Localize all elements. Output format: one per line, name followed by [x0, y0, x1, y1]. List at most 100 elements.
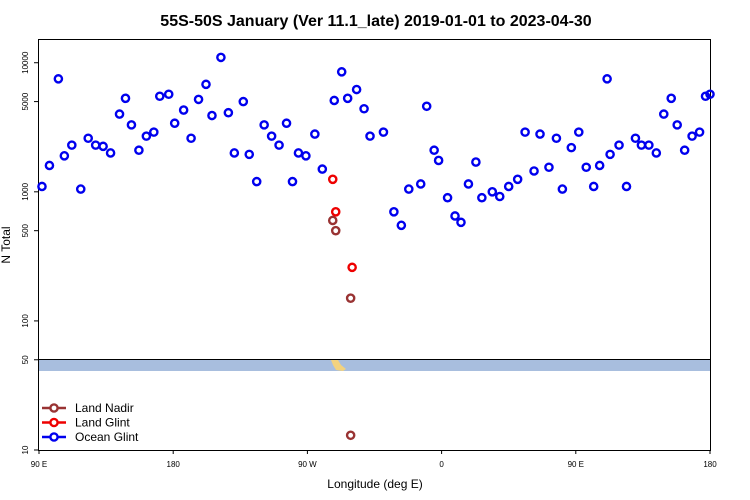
data-point — [415, 179, 426, 189]
y-tick-label: 50 — [21, 355, 30, 364]
data-point — [494, 191, 505, 202]
data-point — [105, 148, 116, 158]
data-point — [114, 109, 125, 119]
data-point — [365, 131, 375, 141]
data-point — [329, 95, 340, 106]
data-point — [327, 174, 338, 185]
data-point — [75, 184, 86, 194]
data-point — [512, 174, 523, 185]
data-point — [301, 151, 311, 161]
data-point — [694, 127, 705, 137]
data-point — [169, 118, 180, 129]
data-point — [98, 141, 108, 152]
data-point — [421, 101, 432, 112]
data-point — [342, 93, 353, 104]
y-tick-label: 500 — [21, 223, 30, 237]
data-point — [44, 160, 55, 171]
data-point — [666, 93, 677, 104]
data-point — [281, 118, 292, 129]
data-point — [327, 215, 338, 226]
x-tick-label: 90 E — [31, 460, 47, 469]
data-point — [193, 94, 204, 105]
data-point — [293, 148, 304, 158]
data-point — [651, 148, 662, 158]
data-point — [396, 220, 407, 231]
data-point — [141, 131, 152, 141]
data-point — [544, 162, 554, 173]
data-point — [330, 207, 341, 217]
data-point — [336, 67, 347, 77]
x-axis-label: Longitude (deg E) — [327, 477, 422, 491]
data-point — [310, 129, 320, 139]
data-point — [687, 131, 697, 141]
legend-label: Ocean Glint — [75, 430, 139, 444]
data-point — [551, 133, 562, 144]
data-point — [630, 133, 641, 144]
x-tick-label: 90 W — [298, 460, 317, 469]
data-point — [216, 52, 226, 63]
data-point — [345, 430, 356, 441]
data-point — [351, 84, 362, 95]
data-point — [251, 176, 262, 187]
data-point — [37, 181, 47, 192]
data-point — [463, 179, 474, 189]
data-point — [259, 120, 269, 130]
data-point — [207, 110, 217, 121]
legend-item: Land Glint — [42, 416, 130, 430]
data-point — [154, 91, 165, 102]
data-point — [672, 120, 682, 130]
data-point — [442, 192, 453, 203]
x-tick-label: 90 E — [568, 460, 584, 469]
data-point — [186, 133, 196, 144]
data-point — [403, 184, 414, 194]
series-land-nadir — [327, 215, 356, 441]
y-axis-label: N Total — [0, 226, 13, 263]
data-point — [178, 105, 189, 115]
data-point — [317, 164, 328, 174]
data-point — [389, 207, 399, 217]
data-point — [433, 155, 444, 166]
x-axis: 90 E 180 90 W 0 90 E 180 — [31, 450, 717, 469]
x-tick-label: 180 — [703, 460, 717, 469]
legend-label: Land Nadir — [75, 401, 134, 415]
data-point — [347, 262, 357, 273]
legend-item: Land Nadir — [42, 401, 134, 415]
data-point — [602, 74, 612, 84]
data-point — [487, 187, 498, 197]
x-tick-label: 180 — [167, 460, 181, 469]
data-point — [614, 140, 624, 150]
data-point — [274, 140, 284, 150]
data-point — [83, 133, 94, 144]
ocean-band — [39, 360, 710, 371]
data-point — [456, 217, 466, 228]
data-point — [59, 151, 70, 161]
data-point — [644, 140, 654, 150]
data-point — [529, 166, 539, 176]
data-point — [557, 184, 568, 194]
plot-frame — [38, 39, 711, 451]
y-tick-label: 10000 — [21, 51, 30, 74]
map-band — [39, 360, 710, 371]
data-point — [520, 127, 530, 137]
data-point — [330, 225, 341, 236]
y-tick-label: 1000 — [21, 182, 30, 200]
data-point — [621, 181, 632, 192]
data-point — [477, 192, 487, 203]
series-land-glint — [327, 174, 357, 273]
data-point — [229, 148, 240, 158]
data-point — [223, 107, 234, 118]
data-point — [238, 96, 249, 107]
legend-marker — [49, 403, 59, 413]
series-ocean-glint — [37, 52, 715, 231]
data-point — [244, 149, 255, 160]
legend-label: Land Glint — [75, 416, 130, 430]
y-tick-label: 100 — [21, 314, 30, 328]
y-tick-label: 10 — [21, 445, 30, 454]
data-point — [450, 211, 460, 221]
x-tick-label: 0 — [439, 460, 444, 469]
data-point — [126, 120, 137, 130]
data-point — [594, 160, 605, 171]
data-point — [588, 181, 599, 192]
